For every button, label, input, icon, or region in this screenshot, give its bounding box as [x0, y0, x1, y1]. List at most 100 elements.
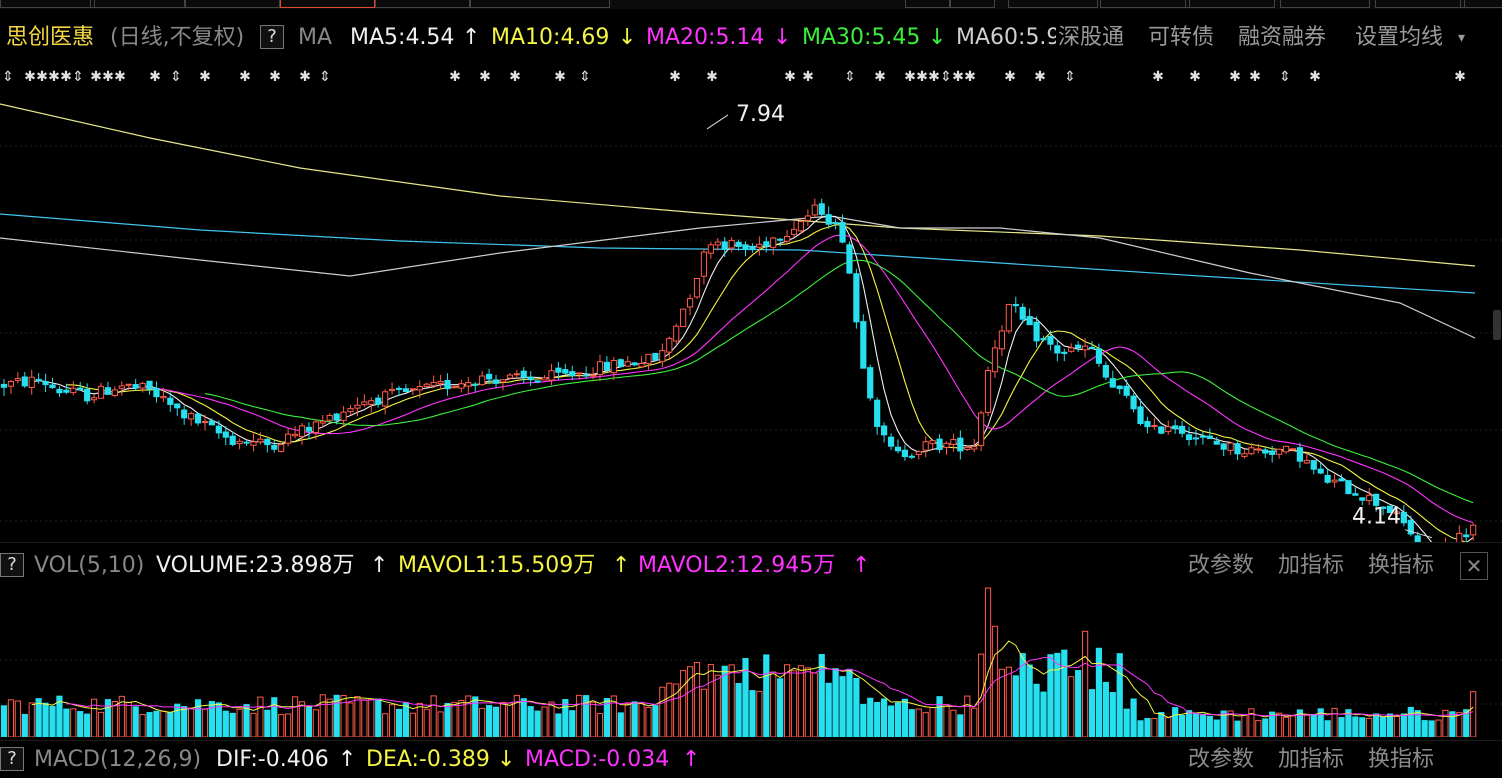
toolbar-tab-4[interactable]: 今日: [1185, 0, 1275, 8]
volume-bar: [1407, 706, 1414, 737]
candle-body: [28, 376, 35, 388]
tab-2[interactable]: 分析: [185, 0, 280, 8]
menu-margin-trading[interactable]: 融资融券: [1238, 25, 1327, 50]
stock-name[interactable]: 思创医惠: [6, 25, 95, 50]
candle-body: [1061, 351, 1068, 354]
tab-3[interactable]: 日线: [280, 0, 375, 8]
macd-add-indicator-button[interactable]: 加指标: [1278, 747, 1345, 772]
volume-bar: [846, 668, 853, 737]
ma10-arrow-icon: ↓: [618, 25, 637, 50]
candle-body: [285, 433, 292, 444]
volume-bar: [160, 710, 167, 737]
ma30-arrow-icon: ↓: [928, 25, 947, 50]
vol-add-indicator-button[interactable]: 加指标: [1278, 553, 1345, 578]
menu-set-ma[interactable]: 设置均线: [1355, 25, 1444, 50]
volume-bar: [1081, 630, 1089, 737]
volume-bar: [1061, 649, 1068, 737]
candle-body: [1165, 426, 1172, 433]
volume-bar: [950, 709, 957, 737]
candle-body: [555, 367, 562, 373]
volume-bar: [832, 668, 839, 737]
toolbar-tab-3[interactable]: 五分: [1100, 0, 1190, 8]
help-button[interactable]: ?: [260, 25, 284, 49]
mavol1-value: MAVOL1:15.509万: [398, 553, 596, 578]
toolbar-tab-7[interactable]: 周期: [1460, 0, 1502, 8]
candle-body: [1269, 450, 1276, 455]
ma20-value: MA20:5.14: [646, 25, 765, 50]
volume-bar: [1137, 720, 1144, 737]
volume-bar: [402, 702, 410, 737]
candle-body: [659, 350, 666, 363]
volume-chart[interactable]: [0, 586, 1502, 737]
volume-bar: [603, 698, 611, 737]
volume-bar: [728, 664, 735, 737]
candlestick-chart[interactable]: 7.94 4.14: [0, 88, 1502, 542]
chevron-down-icon[interactable]: ▾: [1458, 30, 1466, 46]
event-marker-icon: ✱: [554, 69, 566, 85]
volume-bar: [1324, 720, 1331, 737]
tab-5[interactable]: 更多周期: [470, 0, 610, 8]
close-icon[interactable]: ✕: [1460, 552, 1488, 580]
vol-change-params-button[interactable]: 改参数: [1188, 553, 1255, 578]
macd-indicator-name[interactable]: MACD(12,26,9): [34, 747, 202, 772]
macd-arrow-icon: ↑: [682, 747, 701, 772]
candle-body: [818, 203, 825, 215]
candle-body: [437, 381, 444, 384]
volume-bar: [1075, 670, 1082, 737]
candle-body: [1206, 435, 1213, 440]
volume-bar: [1393, 716, 1401, 737]
volume-bar: [153, 710, 160, 737]
volume-bar: [0, 705, 8, 737]
candle-body: [853, 273, 860, 323]
candle-body: [1414, 535, 1421, 542]
event-marker-icon: ✱: [916, 69, 928, 85]
volume-bar: [1248, 708, 1255, 737]
candle-body: [298, 425, 306, 437]
candle-body: [1130, 395, 1137, 410]
candle-body: [104, 387, 112, 395]
volume-bar: [354, 696, 361, 737]
volume-bar: [291, 696, 299, 737]
menu-shenguTong[interactable]: 深股通: [1058, 25, 1125, 50]
ma250-line: [0, 103, 1476, 267]
candle-body: [167, 397, 174, 405]
macd-help-button[interactable]: ?: [0, 747, 24, 771]
candle-body: [770, 237, 777, 248]
tab-4[interactable]: 周线: [375, 0, 470, 8]
ma60-value: MA60:5.9: [956, 25, 1056, 50]
candle-body: [894, 446, 902, 452]
candle-body: [291, 433, 299, 437]
vol-help-button[interactable]: ?: [0, 553, 24, 577]
menu-convertible-bond[interactable]: 可转债: [1148, 25, 1215, 50]
event-marker-icon: ⇕: [2, 69, 14, 85]
volume-bar: [783, 664, 791, 737]
candle-body: [881, 425, 888, 436]
toolbar-tab-1[interactable]: ≡: [950, 0, 995, 8]
tab-1[interactable]: K线图: [90, 0, 185, 8]
volume-bar: [818, 654, 825, 737]
toolbar-tab-5[interactable]: 查看: [1280, 0, 1370, 8]
candle-body: [409, 388, 416, 391]
macd-change-params-button[interactable]: 改参数: [1188, 747, 1255, 772]
vol-switch-indicator-button[interactable]: 换指标: [1368, 553, 1435, 578]
volume-bar: [777, 678, 784, 737]
candle-body: [1227, 442, 1234, 451]
volume-bar: [1310, 714, 1317, 737]
candle-body: [194, 413, 202, 424]
volume-bar: [1199, 713, 1206, 737]
candle-body: [929, 440, 936, 445]
ma60-line: [0, 215, 1476, 339]
toolbar-tab-2[interactable]: 复权: [1008, 0, 1098, 8]
volume-bar: [1130, 698, 1137, 737]
tab-0[interactable]: 分时: [0, 0, 95, 8]
macd-switch-indicator-button[interactable]: 换指标: [1368, 747, 1435, 772]
volume-bar: [1185, 710, 1193, 737]
volume-bar: [319, 694, 326, 737]
toolbar-tab-6[interactable]: 工具: [1375, 0, 1465, 8]
volume-bar: [132, 706, 139, 737]
volume-bar: [298, 701, 306, 737]
vol-indicator-name[interactable]: VOL(5,10): [34, 553, 145, 578]
volume-bar: [541, 706, 548, 737]
candle-body: [984, 369, 992, 413]
toolbar-tab-0[interactable]: ⚙: [905, 0, 950, 8]
